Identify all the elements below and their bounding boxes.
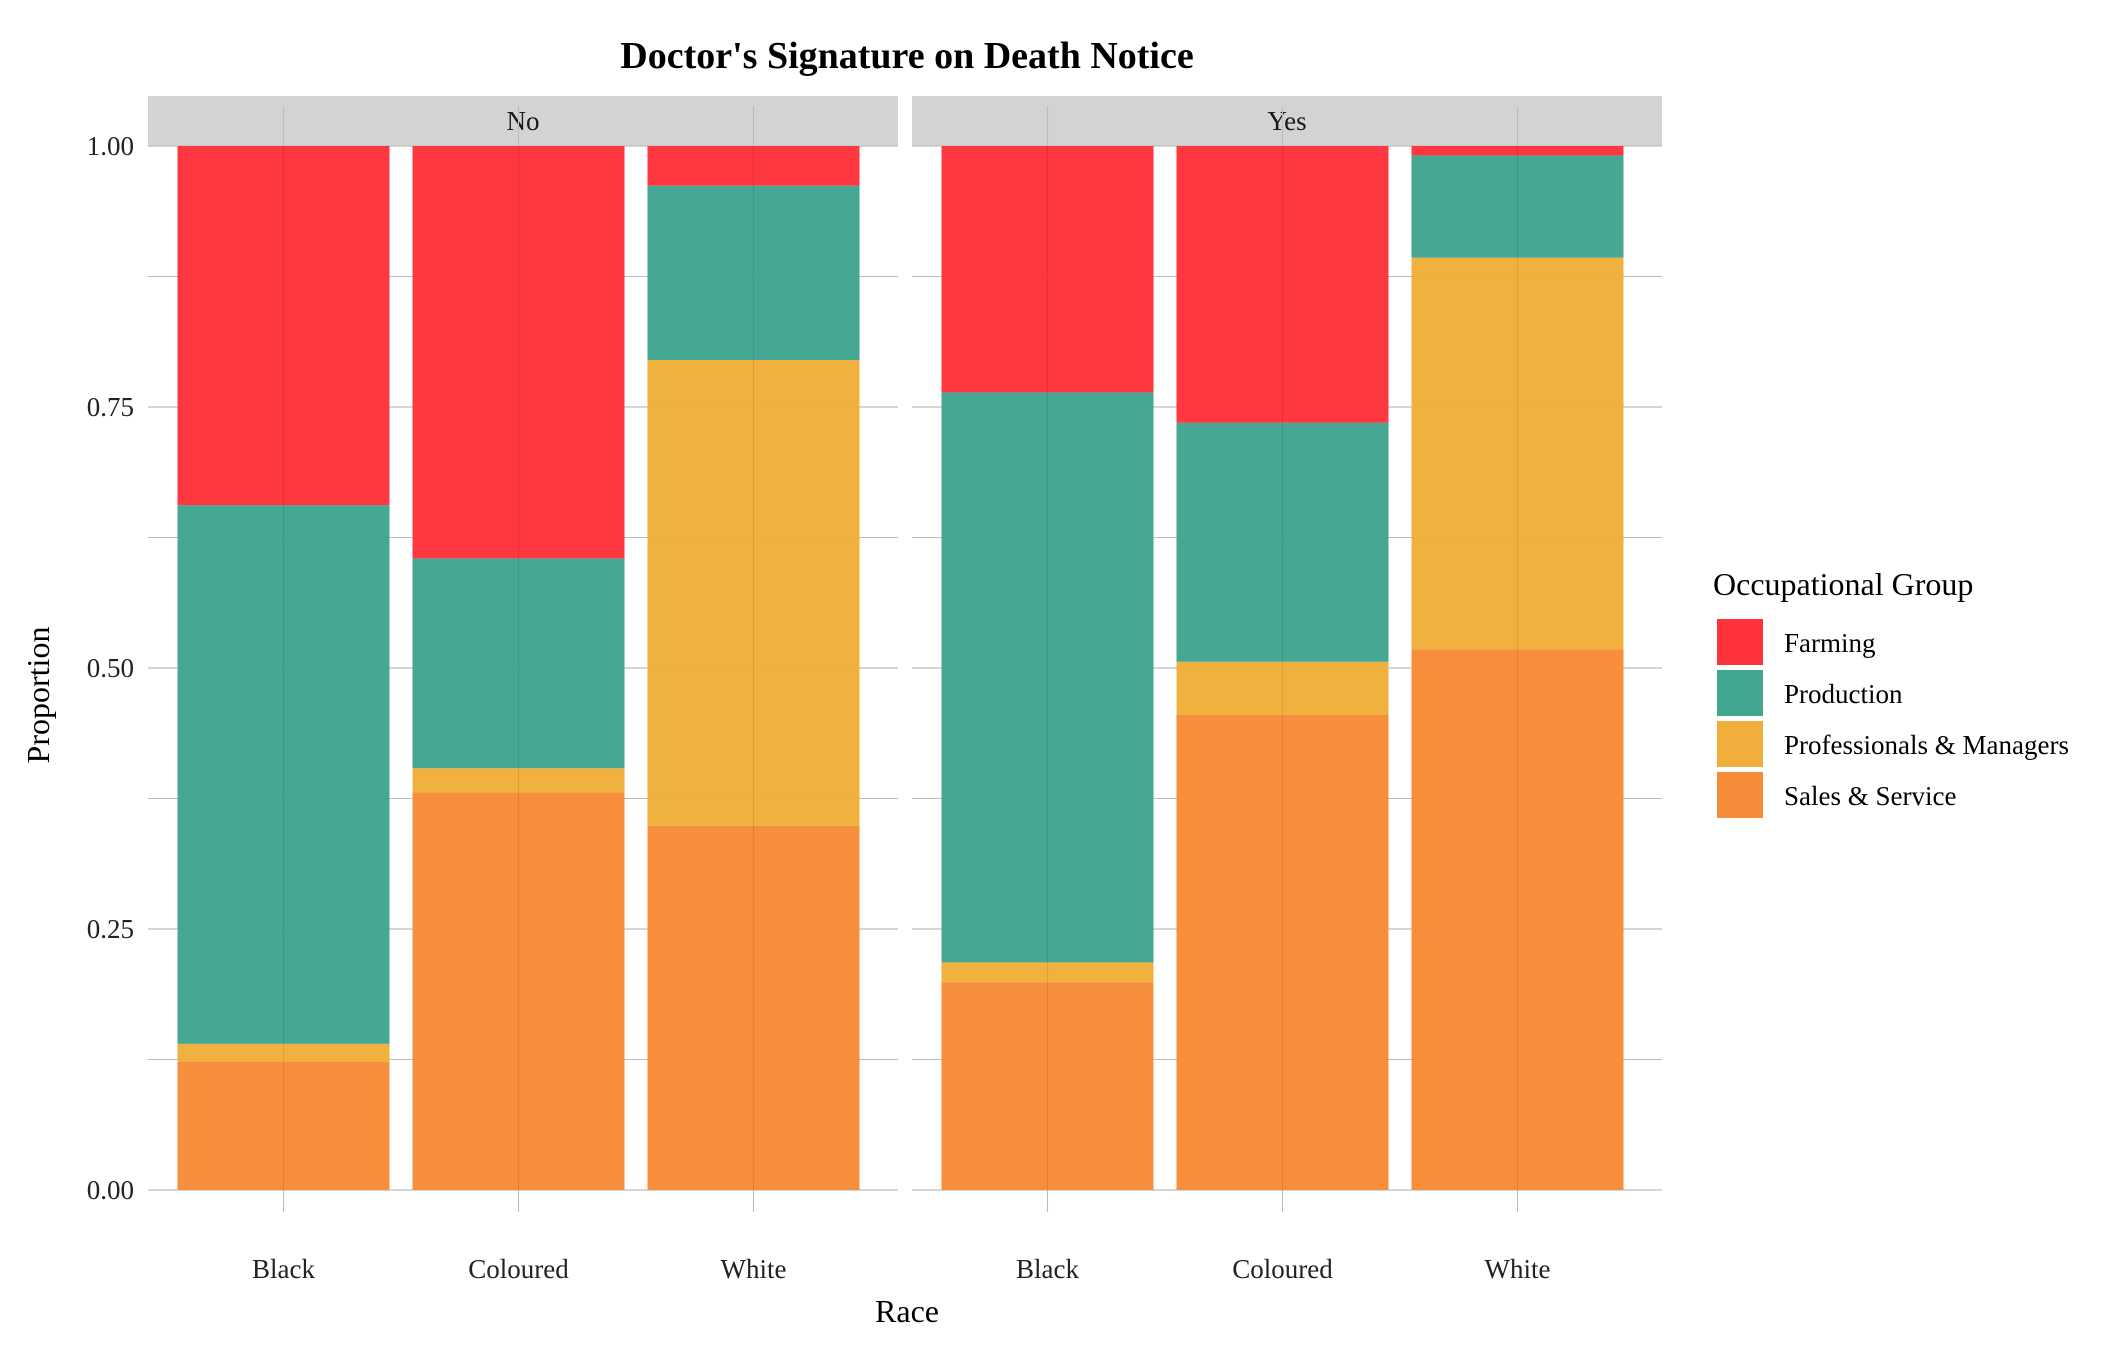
y-axis: 0.00 0.25 0.50 0.75 1.00 xyxy=(87,131,134,1205)
x-axis-label: Race xyxy=(875,1293,939,1329)
legend-item-professionals-and-managers: Professionals & Managers xyxy=(1715,719,2069,769)
legend-swatch xyxy=(1715,770,1765,820)
y-tick-label: 0.50 xyxy=(87,653,134,683)
legend: Occupational Group Farming Production Prof… xyxy=(1713,566,2069,820)
y-tick-label: 0.00 xyxy=(87,1175,134,1205)
x-tick-label: White xyxy=(1485,1254,1551,1284)
legend-label: Farming xyxy=(1784,628,1876,658)
bar-segment-yes-white-farming xyxy=(1411,146,1624,156)
x-tick-label: White xyxy=(721,1254,787,1284)
bar-segment-no-coloured-production xyxy=(412,558,625,769)
y-tick-label: 0.75 xyxy=(87,392,134,422)
bar-segment-no-coloured-sales-and-service xyxy=(412,792,625,1190)
bar-segment-no-black-professionals-and-managers xyxy=(177,1043,390,1062)
facet-strip-label: No xyxy=(507,106,540,136)
x-tick-label: Black xyxy=(1016,1254,1079,1284)
legend-item-farming: Farming xyxy=(1715,617,1876,667)
bar-segment-no-white-professionals-and-managers xyxy=(647,360,860,826)
x-tick-label: Coloured xyxy=(468,1254,569,1284)
bar-segment-yes-black-production xyxy=(941,392,1154,963)
bar-segment-yes-white-professionals-and-managers xyxy=(1411,257,1624,650)
bar-segment-no-white-production xyxy=(647,185,860,361)
y-tick-label: 1.00 xyxy=(87,131,134,161)
facet-strip-label: Yes xyxy=(1267,106,1306,136)
legend-swatch xyxy=(1715,668,1765,718)
bars xyxy=(177,146,860,1190)
legend-swatch xyxy=(1715,617,1765,667)
bar-segment-yes-coloured-professionals-and-managers xyxy=(1176,661,1389,715)
facet-strip xyxy=(912,96,1662,146)
x-tick-label: Coloured xyxy=(1232,1254,1333,1284)
y-tick-label: 0.25 xyxy=(87,914,134,944)
legend-item-sales-and-service: Sales & Service xyxy=(1715,770,1956,820)
bar-segment-yes-white-production xyxy=(1411,155,1624,258)
legend-items: Farming Production Professionals & Manager… xyxy=(1715,617,2069,820)
legend-label: Professionals & Managers xyxy=(1784,730,2069,760)
x-tick-label: Black xyxy=(252,1254,315,1284)
legend-label: Production xyxy=(1784,679,1903,709)
facet-panels: No Black Coloured White Yes Black Coloured Whit… xyxy=(148,96,1662,1284)
facet-panel-yes: Yes Black Coloured White xyxy=(912,96,1662,1284)
bar-segment-no-black-production xyxy=(177,505,390,1044)
bar-segment-no-coloured-farming xyxy=(412,146,625,559)
legend-item-production: Production xyxy=(1715,668,1903,718)
legend-title: Occupational Group xyxy=(1713,566,1973,602)
bar-segment-no-coloured-professionals-and-managers xyxy=(412,768,625,793)
bar-segment-yes-coloured-production xyxy=(1176,422,1389,662)
facet-panel-no: No Black Coloured White xyxy=(148,96,898,1284)
bar-segment-no-black-sales-and-service xyxy=(177,1061,390,1190)
bar-segment-yes-white-sales-and-service xyxy=(1411,649,1624,1190)
facet-strip xyxy=(148,96,898,146)
bar-segment-no-black-farming xyxy=(177,146,390,506)
y-axis-label: Proportion xyxy=(20,627,56,764)
bars xyxy=(941,146,1624,1190)
bar-segment-no-white-farming xyxy=(647,146,860,186)
chart-title: Doctor's Signature on Death Notice xyxy=(620,35,1193,77)
bar-segment-yes-coloured-sales-and-service xyxy=(1176,714,1389,1190)
legend-swatch xyxy=(1715,719,1765,769)
bar-segment-yes-black-sales-and-service xyxy=(941,982,1154,1190)
bar-segment-yes-coloured-farming xyxy=(1176,146,1389,423)
bar-segment-yes-black-professionals-and-managers xyxy=(941,962,1154,983)
bar-segment-yes-black-farming xyxy=(941,146,1154,393)
bar-segment-no-white-sales-and-service xyxy=(647,825,860,1190)
legend-label: Sales & Service xyxy=(1784,781,1956,811)
